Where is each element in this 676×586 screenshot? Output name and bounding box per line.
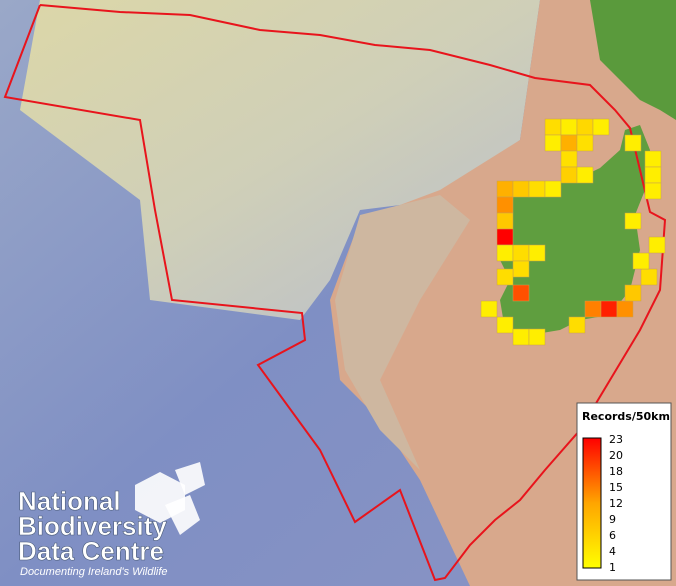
ireland bbox=[500, 125, 650, 335]
logo-line: Data Centre bbox=[18, 536, 164, 566]
shelf bbox=[20, 0, 540, 320]
logo: National Biodiversity Data Centre Docume… bbox=[18, 462, 205, 578]
logo-icon bbox=[165, 495, 200, 535]
logo-icon bbox=[175, 462, 205, 495]
legend-tick: 6 bbox=[609, 529, 616, 542]
legend-tick: 18 bbox=[609, 465, 623, 478]
scotland bbox=[590, 0, 676, 120]
grid-cells bbox=[480, 118, 666, 346]
colorbar bbox=[582, 437, 602, 569]
logo-tagline: Documenting Ireland's Wildlife bbox=[20, 566, 168, 578]
legend: Records/50km 23 20 18 15 12 9 6 4 1 bbox=[576, 402, 672, 581]
legend-tick: 23 bbox=[609, 433, 623, 446]
legend-tick: 9 bbox=[609, 513, 616, 526]
legend-tick: 20 bbox=[609, 449, 623, 462]
slope bbox=[335, 195, 470, 470]
legend-tick: 15 bbox=[609, 481, 623, 494]
legend-tick: 12 bbox=[609, 497, 623, 510]
legend-tick: 4 bbox=[609, 545, 616, 558]
logo-line: Biodiversity bbox=[18, 511, 167, 541]
logo-line: National bbox=[18, 486, 121, 516]
legend-title: Records/50km bbox=[582, 410, 670, 423]
legend-tick: 1 bbox=[609, 561, 616, 574]
